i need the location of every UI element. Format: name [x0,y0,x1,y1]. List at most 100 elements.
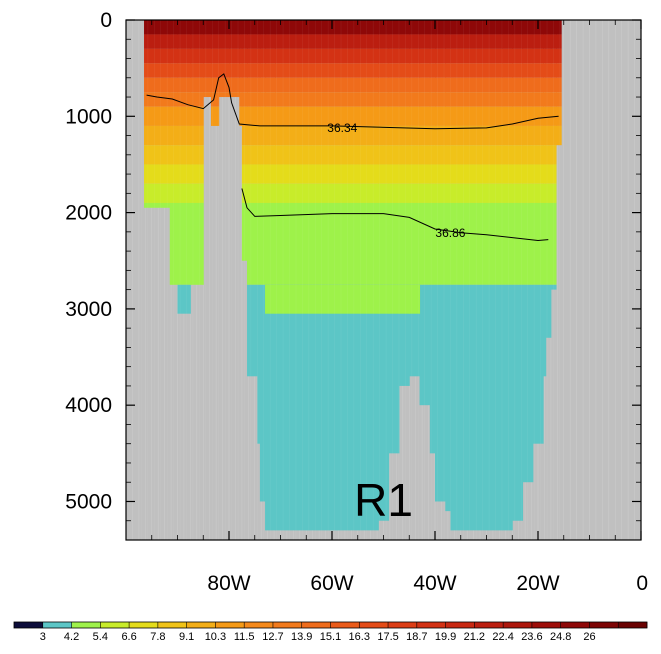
temperature-cell [275,284,379,531]
temperature-cell [203,92,212,98]
contour-line [241,188,549,242]
colorbar-box [560,622,590,628]
temperature-cell [435,48,446,64]
temperature-cell [241,92,248,107]
temperature-cell [450,183,503,203]
temperature-cell [435,183,446,203]
colorbar-label: 12.7 [262,631,283,643]
temperature-cell [169,34,178,49]
temperature-cell [435,34,446,49]
temperature-cell [177,48,191,64]
contour-label: 36.34 [327,121,357,135]
temperature-cell [247,48,258,64]
temperature-cell [275,106,379,126]
temperature-cell [450,77,503,93]
temperature-cell [177,77,191,93]
temperature-cell [257,202,261,285]
temperature-cell [429,92,436,107]
colorbar-box [474,622,504,628]
temperature-cell [398,63,410,78]
temperature-cell [265,125,276,146]
temperature-cell [241,106,248,126]
y-tick-label: 0 [100,9,112,32]
temperature-cell [247,284,258,377]
temperature-cell [388,183,400,203]
temperature-cell [378,284,390,314]
temperature-cell [169,63,178,78]
temperature-cell [210,20,220,35]
temperature-cell [388,48,400,64]
temperature-cell [543,202,547,285]
temperature-cell [512,48,524,64]
colorbar-label: 4.2 [64,631,79,643]
temperature-cell [378,106,390,126]
temperature-cell [265,164,276,184]
colorbar-label: 21.2 [464,631,485,643]
temperature-cell [259,125,266,146]
temperature-cell [545,106,552,126]
temperature-cell [218,92,230,98]
temperature-cell [419,48,431,64]
temperature-cell [275,48,379,64]
temperature-cell [501,77,513,93]
temperature-cell [512,34,524,49]
temperature-cell [419,92,431,107]
temperature-cell [522,284,534,483]
temperature-cell [409,164,421,184]
temperature-cell [203,77,212,93]
temperature-cell [398,106,410,126]
temperature-cell [409,183,421,203]
colorbar-label: 18.7 [406,631,427,643]
temperature-cell [419,145,431,165]
temperature-cell [543,20,547,35]
temperature-cell [445,63,451,78]
temperature-cell [429,125,436,146]
temperature-cell [241,183,248,203]
temperature-cell [265,63,276,78]
temperature-cell [532,92,544,107]
temperature-cell [550,20,557,35]
temperature-cell [259,183,266,203]
temperature-cell [257,48,261,64]
temperature-cell [501,20,513,35]
temperature-cell [532,284,544,444]
temperature-cell [512,202,524,285]
colorbar-box [330,622,360,628]
temperature-cell [177,34,191,49]
temperature-cell [450,164,503,184]
temperature-cell [378,125,390,146]
temperature-cell [229,92,240,98]
temperature-cell [501,183,513,203]
temperature-cell [259,20,266,35]
temperature-cell [501,63,513,78]
temperature-cell [445,106,451,126]
temperature-cell [501,92,513,107]
colorbar-label: 24.8 [550,631,571,643]
temperature-cell [450,106,503,126]
temperature-cell [545,77,552,93]
temperature-cell [398,125,410,146]
temperature-cell [532,125,544,146]
colorbar-box [301,622,331,628]
temperature-cell [265,202,276,285]
temperature-cell [177,202,191,285]
colorbar: 3 4.2 5.4 6.6 7.8 9.1 10.3 11.5 12.7 13.9 15.1 16.3… [13,621,648,643]
temperature-cell [522,92,534,107]
temperature-cell [169,77,178,93]
temperature-cell [550,145,557,165]
temperature-cell [388,145,400,165]
temperature-cell [177,183,191,203]
x-tick-label: 0 [636,572,648,595]
temperature-cell [450,20,503,35]
temperature-cell [241,63,248,78]
temperature-cell [247,77,258,93]
temperature-cell [259,284,266,502]
y-tick-label: 4000 [65,394,112,417]
temperature-cell [435,106,446,126]
contour-label: 36.86 [435,226,465,240]
temperature-cell [378,20,390,35]
temperature-cell [522,202,534,285]
colorbar-label: 23.6 [521,631,542,643]
temperature-cell [144,48,171,64]
temperature-cell [388,20,400,35]
